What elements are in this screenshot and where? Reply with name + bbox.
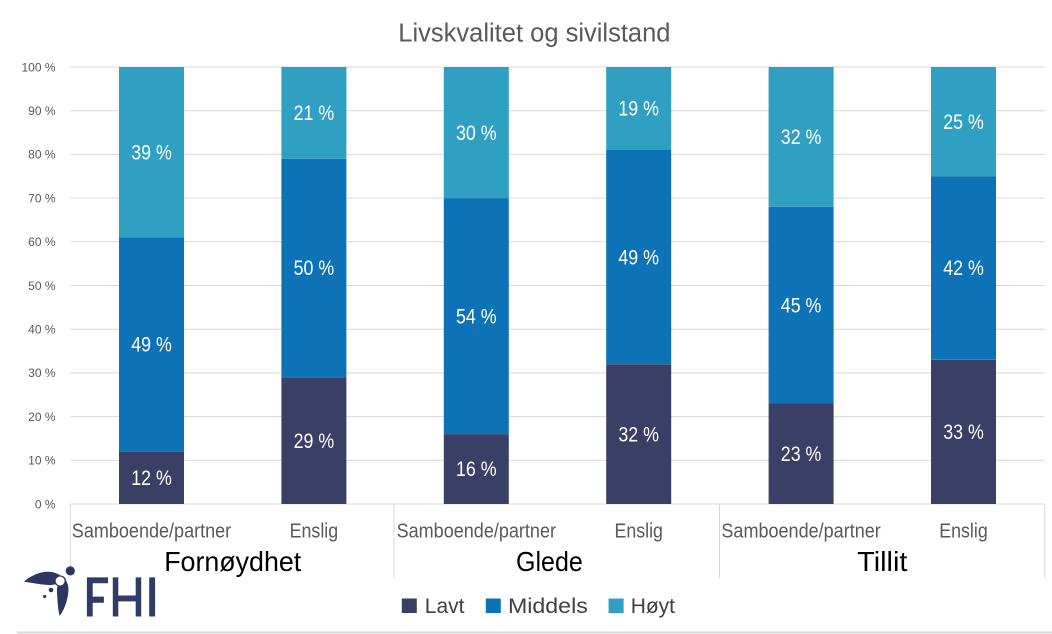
svg-text:20 %: 20 %	[28, 410, 56, 424]
svg-text:Samboende/partner: Samboende/partner	[72, 521, 232, 543]
svg-text:90 %: 90 %	[28, 104, 56, 118]
svg-text:Livskvalitet og sivilstand: Livskvalitet og sivilstand	[398, 19, 670, 47]
svg-text:49 %: 49 %	[131, 334, 172, 357]
svg-text:54 %: 54 %	[456, 305, 497, 328]
svg-text:39 %: 39 %	[131, 141, 172, 164]
svg-text:25 %: 25 %	[943, 111, 984, 134]
svg-text:23 %: 23 %	[781, 443, 822, 466]
svg-text:29 %: 29 %	[294, 430, 335, 453]
svg-text:32 %: 32 %	[618, 423, 659, 446]
svg-text:19 %: 19 %	[618, 98, 659, 121]
svg-text:30 %: 30 %	[28, 366, 56, 380]
svg-text:45 %: 45 %	[781, 294, 822, 317]
svg-text:Middels: Middels	[508, 595, 588, 618]
svg-text:12 %: 12 %	[131, 467, 172, 490]
svg-text:0 %: 0 %	[35, 497, 56, 511]
svg-text:Tillit: Tillit	[857, 546, 907, 577]
svg-text:40 %: 40 %	[28, 323, 56, 337]
svg-text:Enslig: Enslig	[939, 521, 988, 543]
svg-text:Enslig: Enslig	[614, 521, 663, 543]
svg-text:Høyt: Høyt	[631, 595, 675, 618]
svg-text:Lavt: Lavt	[425, 595, 465, 618]
svg-text:30 %: 30 %	[456, 122, 497, 145]
svg-text:Enslig: Enslig	[290, 521, 339, 543]
svg-text:Glede: Glede	[516, 546, 583, 577]
svg-text:21 %: 21 %	[294, 102, 335, 125]
svg-text:60 %: 60 %	[28, 235, 56, 249]
svg-text:Samboende/partner: Samboende/partner	[397, 521, 557, 543]
svg-text:70 %: 70 %	[28, 191, 56, 205]
svg-text:33 %: 33 %	[943, 421, 984, 444]
svg-text:32 %: 32 %	[781, 126, 822, 149]
svg-text:16 %: 16 %	[456, 458, 497, 481]
svg-text:80 %: 80 %	[28, 148, 56, 162]
svg-text:100 %: 100 %	[21, 60, 55, 74]
svg-text:Fornøydhet: Fornøydhet	[164, 546, 301, 577]
svg-text:50 %: 50 %	[28, 279, 56, 293]
svg-text:49 %: 49 %	[618, 246, 659, 269]
svg-text:10 %: 10 %	[28, 454, 56, 468]
svg-text:50 %: 50 %	[294, 257, 335, 280]
svg-text:42 %: 42 %	[943, 257, 984, 280]
svg-text:Samboende/partner: Samboende/partner	[721, 521, 881, 543]
